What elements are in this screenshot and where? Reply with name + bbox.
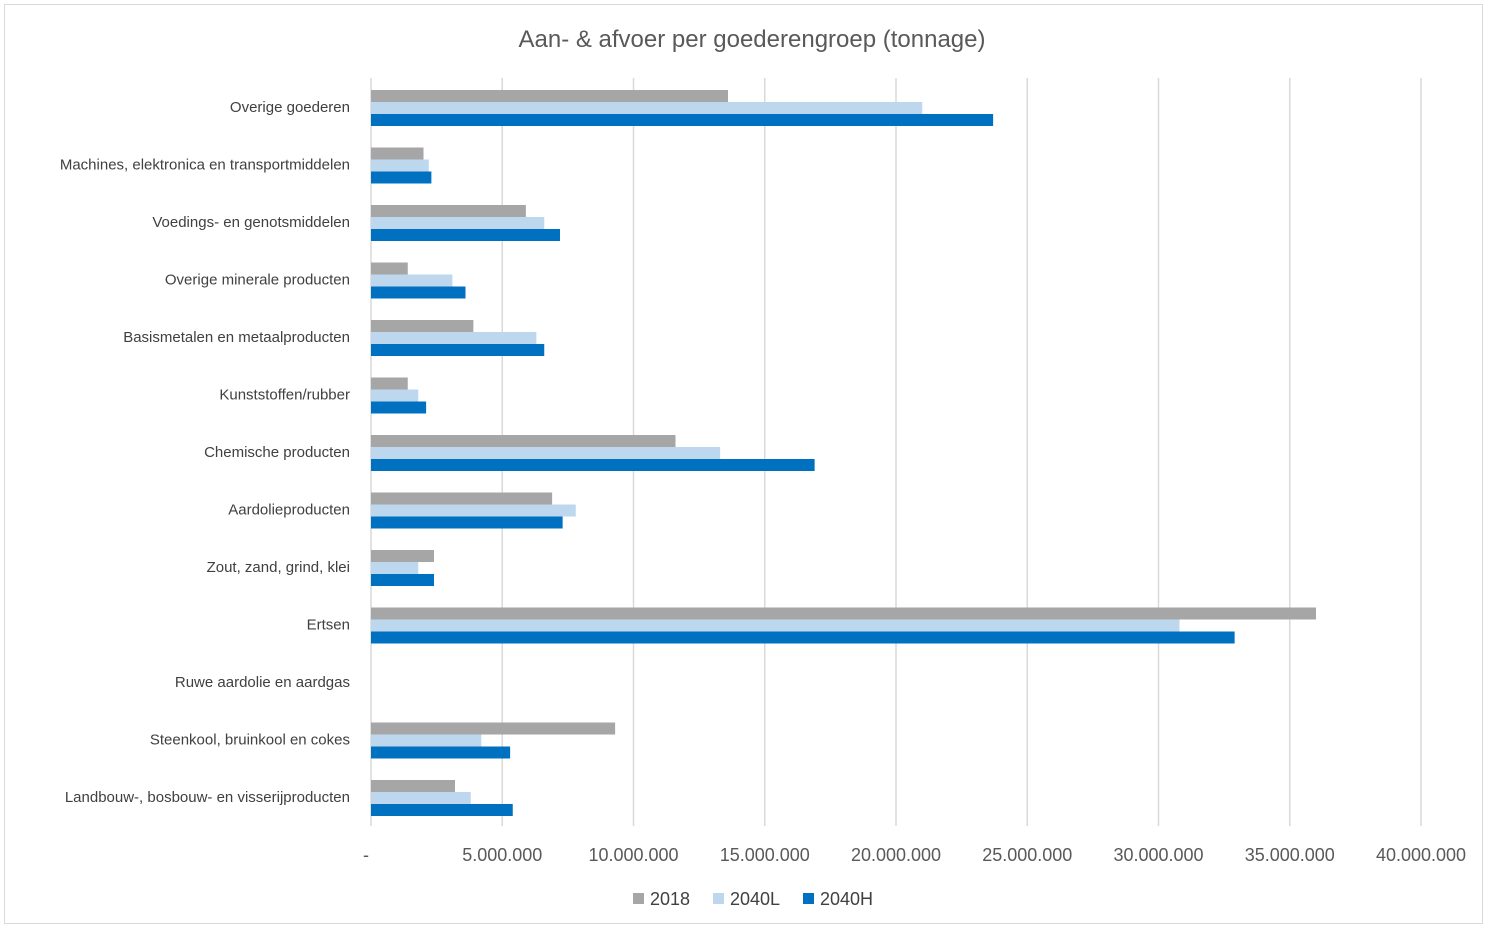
bar-2018-3 [371, 262, 408, 275]
bar-2040L-3 [371, 274, 453, 287]
bar-2040H-4 [371, 344, 545, 356]
chart-title: Aan- & afvoer per goederengroep (tonnage… [519, 26, 986, 53]
bar-2040H-12 [371, 804, 513, 816]
bar-2018-9 [371, 607, 1316, 620]
bar-2040L-0 [371, 102, 923, 114]
category-label-10: Ruwe aardolie en aardgas [175, 674, 350, 691]
bar-2040H-2 [371, 229, 560, 241]
bar-2018-12 [371, 780, 455, 792]
bar-2040L-9 [371, 619, 1180, 632]
bar-2040L-2 [371, 217, 545, 229]
category-label-1: Machines, elektronica en transportmiddel… [60, 157, 350, 174]
bar-2018-4 [371, 320, 474, 332]
x-tick-label-8: 40.000.000 [1376, 845, 1466, 865]
category-label-7: Aardolieproducten [228, 502, 350, 519]
bar-2018-8 [371, 550, 434, 562]
bar-2018-2 [371, 205, 526, 217]
bar-2040L-6 [371, 447, 721, 459]
bar-2040L-12 [371, 792, 471, 804]
x-tick-label-4: 20.000.000 [851, 845, 941, 865]
category-labels: Overige goederen Machines, elektronica en… [60, 99, 350, 806]
x-tick-label-0: - [363, 845, 369, 865]
bar-2018-1 [371, 147, 424, 160]
bar-2040H-1 [371, 171, 432, 184]
bar-2040H-7 [371, 516, 563, 529]
bar-2040L-5 [371, 389, 419, 402]
bar-2018-6 [371, 435, 676, 447]
category-label-6: Chemische producten [204, 444, 350, 461]
bar-2040L-11 [371, 734, 482, 747]
category-label-3: Overige minerale producten [165, 272, 350, 289]
x-tick-label-6: 30.000.000 [1113, 845, 1203, 865]
bar-2040H-9 [371, 631, 1235, 644]
category-label-4: Basismetalen en metaalproducten [123, 329, 350, 346]
bar-2018-7 [371, 492, 553, 505]
legend-label-2040H: 2040H [820, 889, 873, 909]
category-label-12: Landbouw-, bosbouw- en visserijproducten [65, 789, 350, 806]
category-label-8: Zout, zand, grind, klei [207, 559, 350, 576]
bar-2018-0 [371, 90, 728, 102]
bar-2040L-7 [371, 504, 576, 517]
bar-2040H-6 [371, 459, 815, 471]
x-tick-labels: - 5.000.000 10.000.000 15.000.000 20.000.000… [363, 845, 1466, 865]
x-tick-label-2: 10.000.000 [588, 845, 678, 865]
bar-2040H-11 [371, 746, 511, 759]
legend-swatch-2018 [633, 893, 644, 904]
bar-2040H-8 [371, 574, 434, 586]
bar-2040H-0 [371, 114, 994, 126]
category-label-5: Kunststoffen/rubber [219, 387, 350, 404]
bars [371, 90, 1316, 816]
x-tick-label-3: 15.000.000 [720, 845, 810, 865]
x-tick-label-7: 35.000.000 [1245, 845, 1335, 865]
bar-2018-11 [371, 722, 616, 735]
bar-2040L-8 [371, 562, 419, 574]
legend: 2018 2040L 2040H [633, 889, 873, 909]
bar-2018-5 [371, 377, 408, 390]
bar-2040L-1 [371, 159, 429, 172]
bar-2040L-4 [371, 332, 537, 344]
legend-swatch-2040H [803, 893, 814, 904]
legend-swatch-2040L [713, 893, 724, 904]
category-label-9: Ertsen [307, 617, 350, 634]
x-tick-label-5: 25.000.000 [982, 845, 1072, 865]
legend-label-2040L: 2040L [730, 889, 780, 909]
category-label-11: Steenkool, bruinkool en cokes [150, 732, 350, 749]
bar-2040H-3 [371, 286, 466, 299]
legend-label-2018: 2018 [650, 889, 690, 909]
category-label-0: Overige goederen [230, 99, 350, 116]
grid-lines [370, 78, 1422, 826]
bar-2040H-5 [371, 401, 427, 414]
x-tick-label-1: 5.000.000 [462, 845, 542, 865]
category-label-2: Voedings- en genotsmiddelen [152, 214, 350, 231]
